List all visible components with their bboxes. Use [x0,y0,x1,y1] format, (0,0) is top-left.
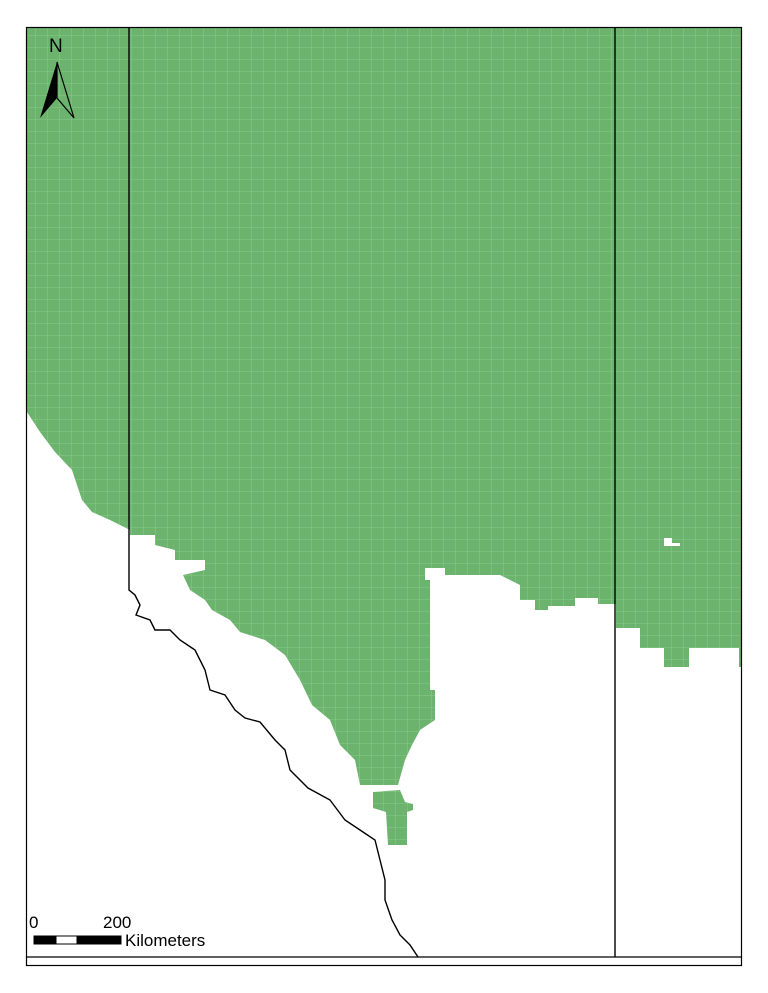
west-boundary-line [128,28,419,958]
scale-bar [33,935,122,945]
boundaries [25,26,743,967]
island-green-area [373,790,413,845]
main-green-area [27,28,742,785]
north-label: N [49,36,63,57]
white-gap [664,538,680,546]
scale-end-label: 200 [103,913,132,932]
scale-start-label: 0 [29,913,39,932]
scale-unit-label: Kilometers [125,931,206,950]
north-arrow-icon [40,61,75,119]
map-frame [25,26,743,967]
green-region [27,28,742,845]
